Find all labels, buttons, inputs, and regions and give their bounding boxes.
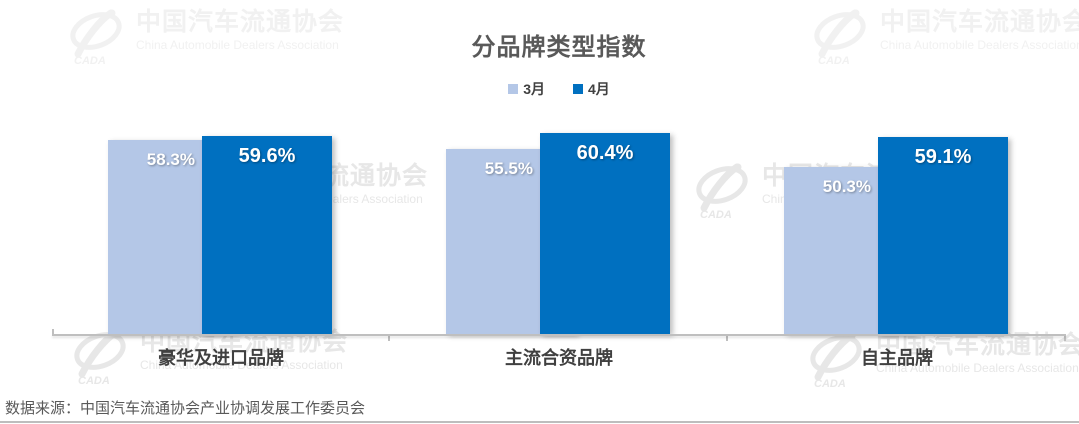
value-label-april-2: 59.1%	[914, 146, 972, 168]
category-label-0: 豪华及进口品牌	[158, 348, 284, 368]
value-label-march-2: 50.3%	[822, 177, 871, 196]
legend-label-march: 3月	[523, 81, 545, 97]
axis-tick-0	[52, 329, 54, 335]
category-label-2: 自主品牌	[861, 348, 933, 368]
value-label-april-0: 59.6%	[238, 145, 296, 167]
legend-item-april: 4月	[573, 79, 610, 99]
legend-swatch-april-icon	[573, 84, 583, 94]
bar-april-1	[540, 133, 670, 334]
axis-tick-2	[726, 336, 728, 341]
legend: 3月 4月	[52, 79, 1066, 99]
chart-header: 分品牌类型指数 3月 4月	[52, 0, 1066, 99]
x-axis-line	[52, 334, 1066, 336]
category-label-1: 主流合资品牌	[505, 348, 613, 368]
bar-april-2	[878, 137, 1008, 334]
axis-tick-3	[1064, 336, 1066, 341]
legend-label-april: 4月	[588, 81, 610, 97]
axis-tick-1	[388, 336, 390, 341]
bottom-divider	[0, 421, 1079, 423]
chart-title: 分品牌类型指数	[471, 34, 647, 61]
bar-april-0	[202, 136, 332, 334]
value-label-march-0: 58.3%	[146, 150, 195, 169]
legend-swatch-march-icon	[508, 84, 519, 94]
source-note: 数据来源：中国汽车流通协会产业协调发展工作委员会	[5, 400, 366, 417]
value-label-march-1: 55.5%	[484, 159, 533, 178]
legend-item-march: 3月	[508, 79, 545, 99]
value-label-april-1: 60.4%	[576, 142, 634, 164]
